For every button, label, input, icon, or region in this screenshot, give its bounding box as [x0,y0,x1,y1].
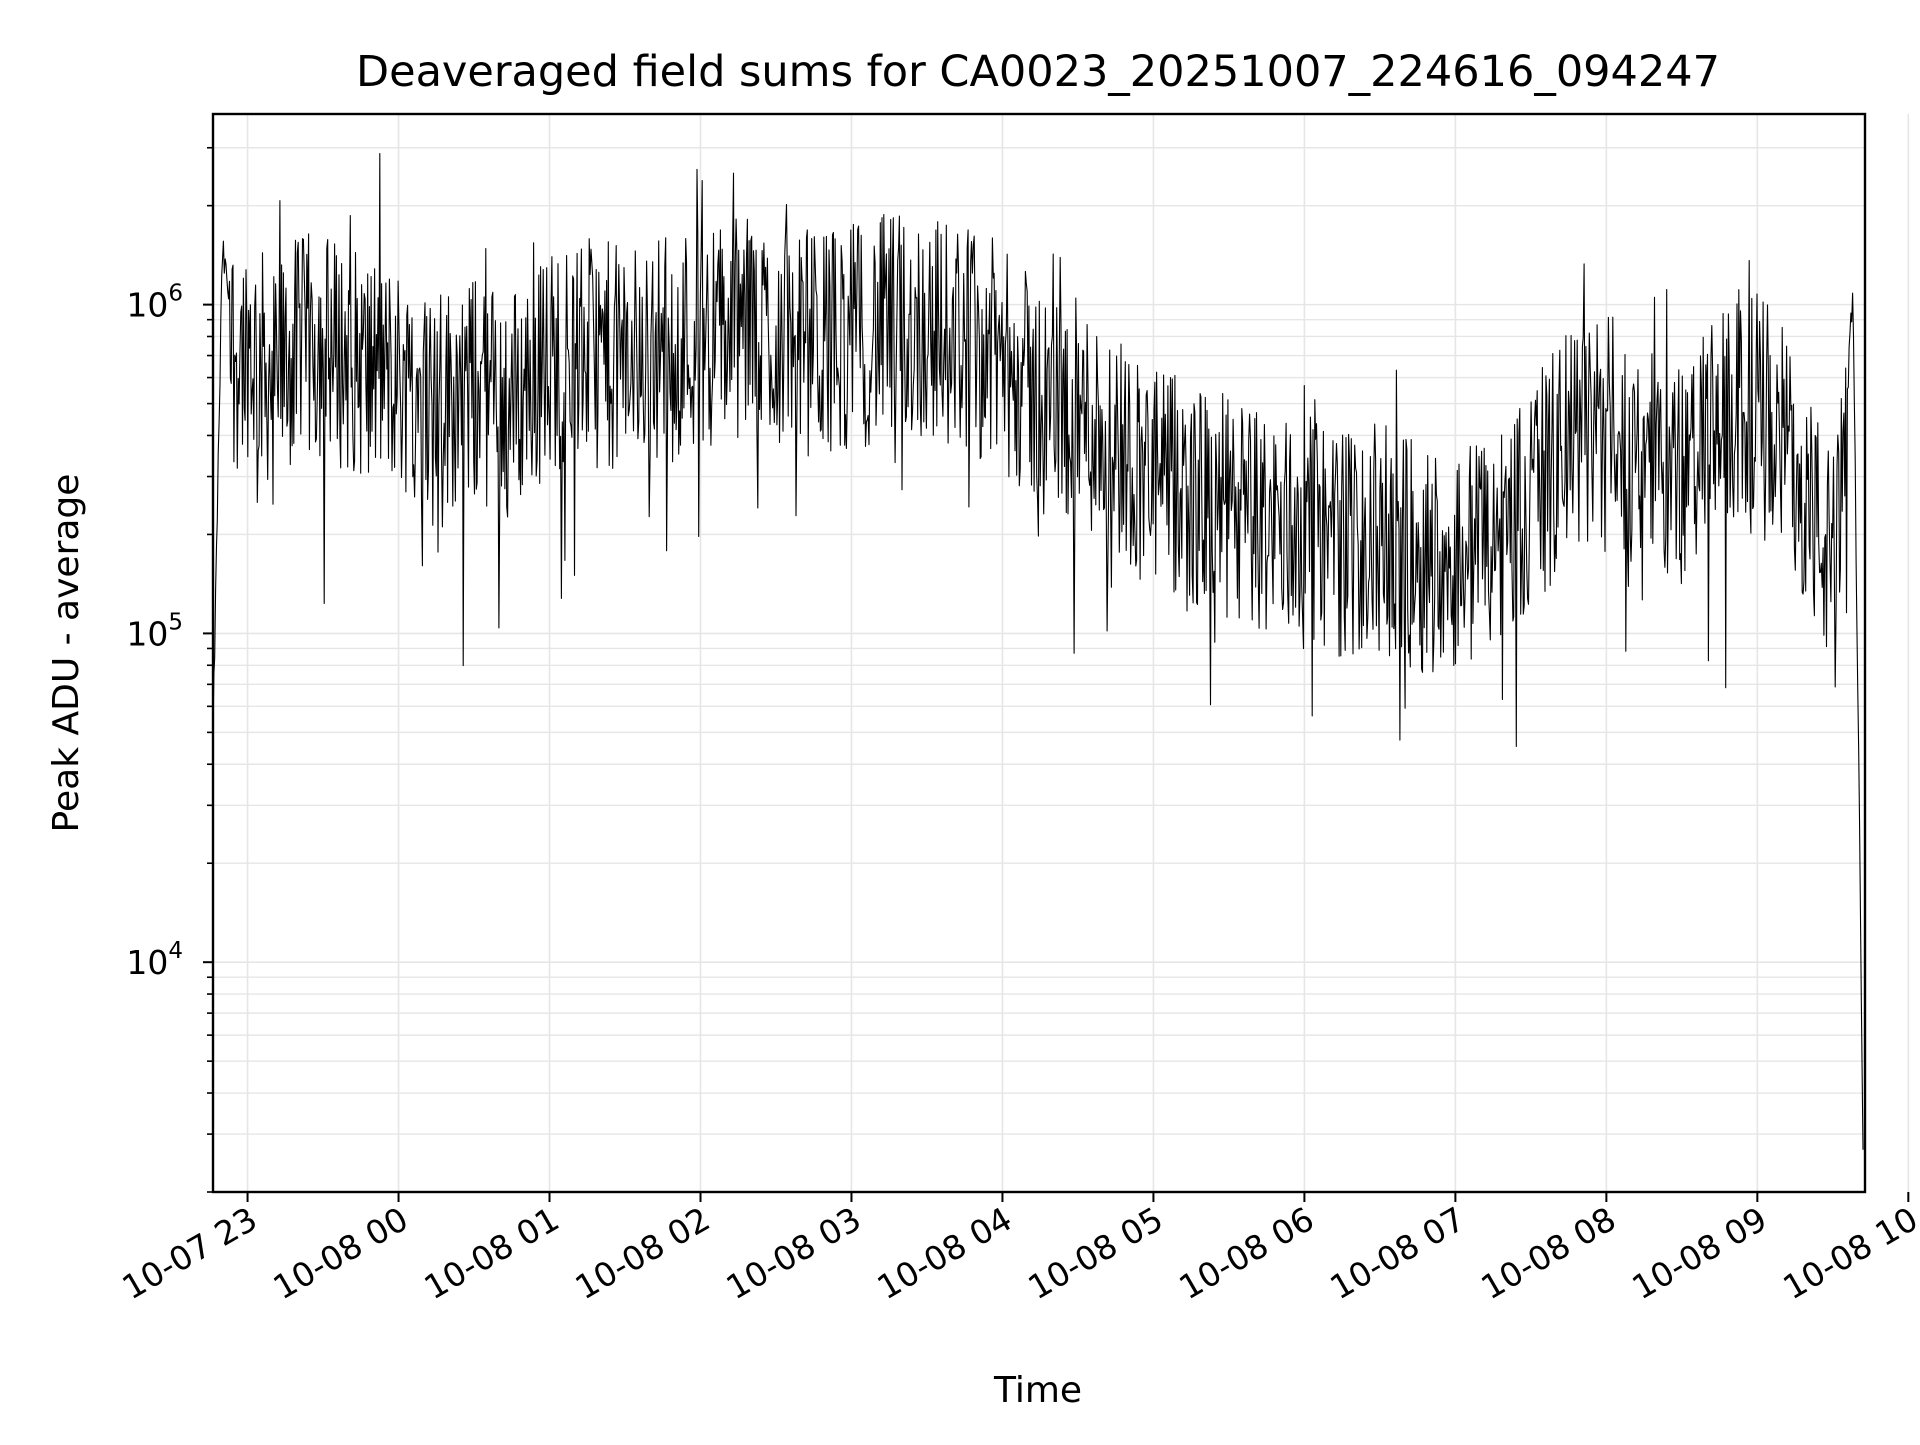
x-axis-label: Time [993,1370,1082,1411]
series-line [212,153,1864,1150]
chart-title: Deaveraged field sums for CA0023_2025100… [356,47,1720,97]
plot-frame [211,112,1867,1194]
data-series [212,153,1864,1150]
y-axis-label: Peak ADU - average [46,474,87,833]
